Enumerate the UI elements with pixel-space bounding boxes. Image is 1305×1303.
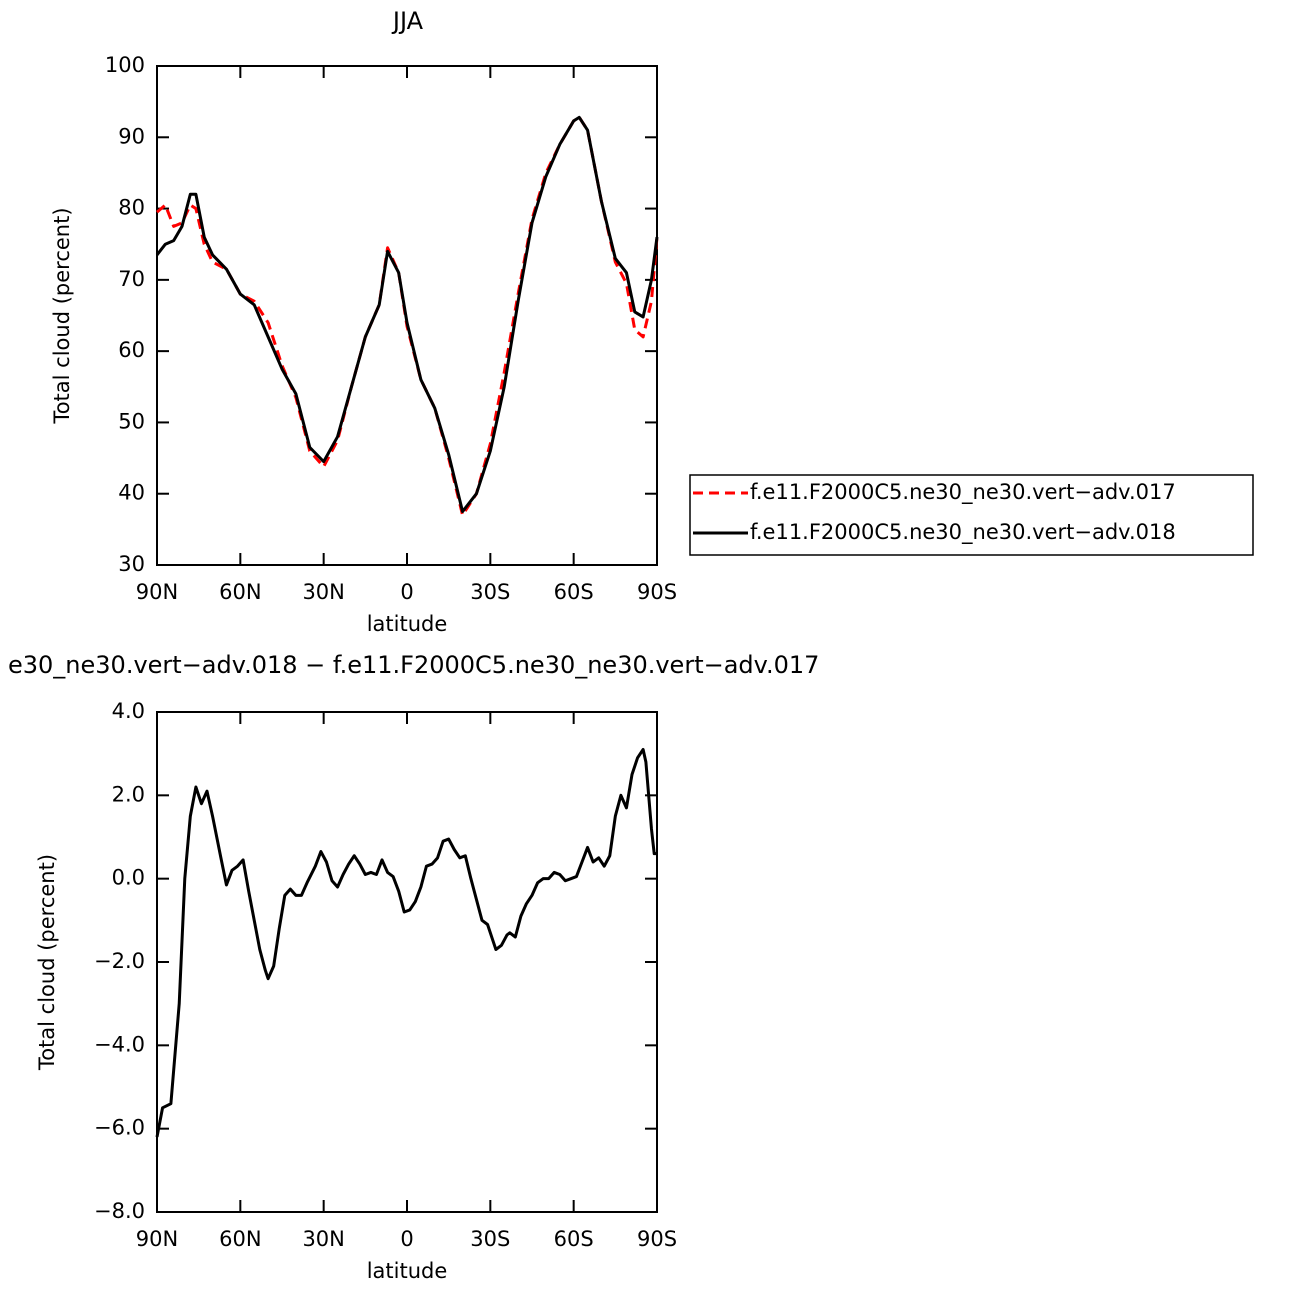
y-tick-label: 4.0 xyxy=(112,699,145,723)
x-tick-label: 30N xyxy=(302,1227,344,1251)
x-tick-label: 90S xyxy=(637,580,677,604)
x-axis-label: latitude xyxy=(367,612,448,636)
x-tick-label: 90N xyxy=(136,1227,178,1251)
data-line xyxy=(156,115,659,517)
x-tick-label: 0 xyxy=(400,580,413,604)
y-tick-label: 50 xyxy=(118,409,145,433)
y-tick-label: −2.0 xyxy=(94,949,145,973)
y-tick-label: 40 xyxy=(118,481,145,505)
legend-label: f.e11.F2000C5.ne30_ne30.vert−adv.017 xyxy=(750,480,1176,505)
x-tick-label: 90S xyxy=(637,1227,677,1251)
legend-box xyxy=(689,474,1254,556)
y-tick-label: 90 xyxy=(118,124,145,148)
y-tick-label: 80 xyxy=(118,196,145,220)
data-line xyxy=(155,748,657,1138)
chart-title: e30_ne30.vert−adv.018 − f.e11.F2000C5.ne… xyxy=(8,651,819,679)
x-tick-label: 30S xyxy=(470,1227,510,1251)
y-axis-label: Total cloud (percent) xyxy=(50,207,74,424)
x-tick-label: 60S xyxy=(554,1227,594,1251)
y-tick-label: 0.0 xyxy=(112,866,145,890)
y-tick-label: 2.0 xyxy=(112,782,145,806)
plot-frame xyxy=(156,711,658,1213)
y-tick-label: 70 xyxy=(118,267,145,291)
x-tick-label: 60N xyxy=(219,580,261,604)
y-axis-label: Total cloud (percent) xyxy=(35,854,59,1071)
x-tick-label: 30N xyxy=(302,580,344,604)
x-tick-label: 60S xyxy=(554,580,594,604)
x-tick-label: 30S xyxy=(470,580,510,604)
chart-title: JJA xyxy=(391,7,424,35)
legend-label: f.e11.F2000C5.ne30_ne30.vert−adv.018 xyxy=(750,520,1176,545)
x-axis-label: latitude xyxy=(367,1259,448,1283)
x-tick-label: 60N xyxy=(219,1227,261,1251)
data-line xyxy=(155,115,659,514)
y-tick-label: −8.0 xyxy=(94,1199,145,1223)
y-tick-label: 100 xyxy=(105,53,145,77)
y-tick-label: −6.0 xyxy=(94,1116,145,1140)
x-tick-label: 0 xyxy=(400,1227,413,1251)
x-tick-label: 90N xyxy=(136,580,178,604)
y-tick-label: −4.0 xyxy=(94,1032,145,1056)
y-tick-label: 60 xyxy=(118,338,145,362)
y-tick-label: 30 xyxy=(118,552,145,576)
